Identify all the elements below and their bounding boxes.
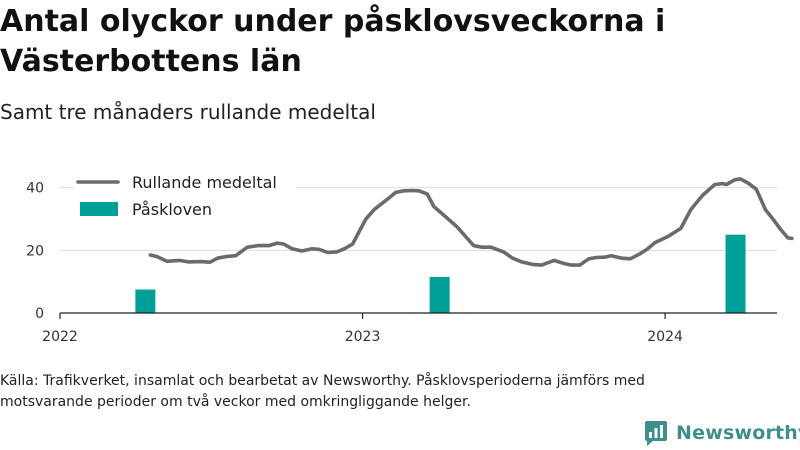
y-tick-label: 0: [35, 306, 44, 322]
legend-label-line: Rullande medeltal: [132, 173, 277, 192]
bar-paskloven: [725, 234, 746, 313]
line-rullande-medeltal: [148, 177, 794, 267]
bar-paskloven: [135, 289, 156, 313]
axes: 0 20 40 2022 2023 2024: [26, 181, 777, 345]
legend-label-bar: Påskloven: [132, 200, 212, 219]
newsworthy-logo-icon: [645, 421, 667, 446]
chart-subtitle: Samt tre månaders rullande medeltal: [0, 100, 376, 124]
x-tick-label: 2023: [345, 329, 381, 345]
x-tick-label: 2022: [42, 329, 78, 345]
chart-title: Antal olyckor under påsklovsveckorna i V…: [0, 4, 666, 79]
legend: Rullande medeltal Påskloven: [74, 170, 296, 222]
bar-paskloven: [429, 276, 450, 313]
line-series: [148, 177, 794, 267]
bar-series: [135, 234, 746, 313]
brand-name: Newsworthy: [676, 422, 800, 444]
legend-swatch-bar: [80, 202, 118, 216]
y-tick-label: 20: [26, 243, 44, 259]
chart-canvas: 0 20 40 2022 2023 2024 Rullande medeltal Påskl…: [26, 170, 794, 345]
x-tick-label: 2024: [647, 329, 683, 345]
source-note: Källa: Trafikverket, insamlat och bearbe…: [0, 373, 645, 410]
brand-logo: Newsworthy: [644, 420, 800, 446]
y-tick-label: 40: [26, 181, 44, 197]
